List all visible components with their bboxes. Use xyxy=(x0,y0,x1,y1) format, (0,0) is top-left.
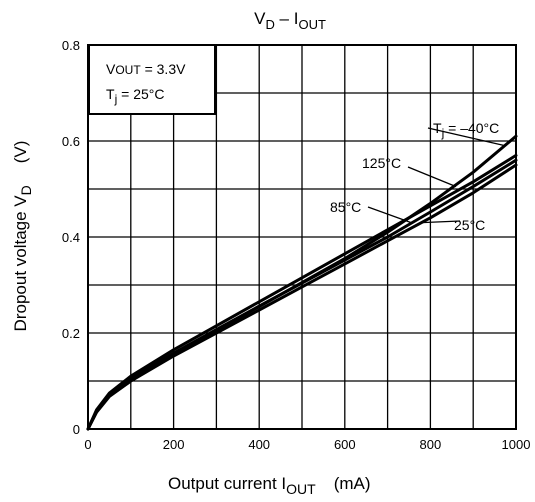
conditions-box: VOUT = 3.3V Tj = 25°C xyxy=(88,44,216,115)
conditions-vout: VOUT = 3.3V xyxy=(106,61,186,77)
series-label-125: 125°C xyxy=(362,155,401,171)
label-leader xyxy=(367,206,412,224)
label-leader xyxy=(427,127,506,147)
y-axis-label: Dropout voltage VD(V) xyxy=(11,141,34,332)
x-axis-label: Output current IOUT (mA) xyxy=(168,474,371,497)
x-tick-label: 1000 xyxy=(502,437,531,452)
label-leaders xyxy=(367,127,506,224)
y-tick-label: 0 xyxy=(73,422,80,437)
y-tick-label: 0.6 xyxy=(62,134,80,149)
label-leader xyxy=(421,220,461,224)
x-tick-label: 600 xyxy=(334,437,356,452)
x-tick-label: 0 xyxy=(84,437,91,452)
x-tick-label: 400 xyxy=(248,437,270,452)
plot-frame xyxy=(87,44,517,430)
conditions-tj: Tj = 25°C xyxy=(106,86,164,106)
y-tick-label: 0.2 xyxy=(62,326,80,341)
series-label-minus40: Tj = –40°C xyxy=(433,120,499,140)
conditions-box-frame xyxy=(88,44,216,115)
series-lines xyxy=(86,134,518,431)
tick-labels: 0 200 400 600 800 1000 0 0.2 0.4 0.6 0.8 xyxy=(62,38,531,452)
label-leader xyxy=(407,166,457,188)
y-tick-label: 0.4 xyxy=(62,230,80,245)
series-label-25: 25°C xyxy=(454,217,485,233)
grid xyxy=(88,45,516,429)
x-tick-label: 800 xyxy=(420,437,442,452)
series-label-85: 85°C xyxy=(330,199,361,215)
y-tick-label: 0.8 xyxy=(62,38,80,53)
series-line-3 xyxy=(86,163,518,431)
chart-title: VD – IOUT xyxy=(254,9,326,32)
x-tick-label: 200 xyxy=(163,437,185,452)
